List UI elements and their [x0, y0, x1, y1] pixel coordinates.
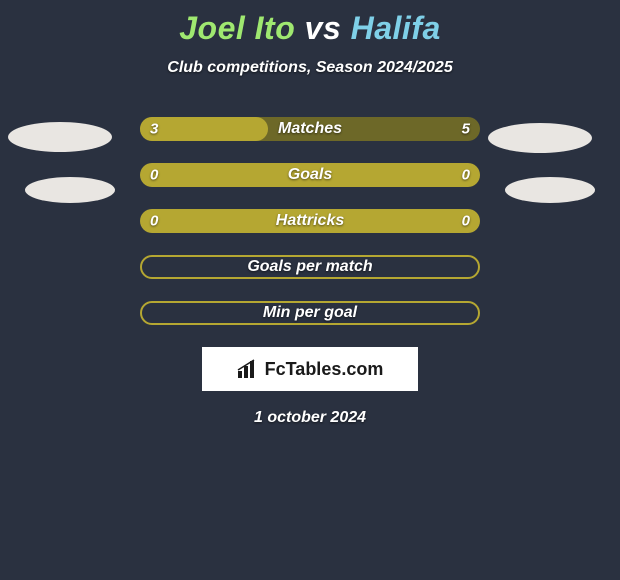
- stat-left-value: 3: [150, 121, 158, 138]
- stat-label: Min per goal: [263, 304, 357, 322]
- avatar-left-2: [25, 177, 115, 203]
- stat-row-goals-per-match: Goals per match: [140, 255, 480, 279]
- stat-label: Goals: [288, 166, 332, 184]
- stat-right-value: 0: [462, 167, 470, 184]
- page-title: Joel Ito vs Halifa: [0, 0, 620, 47]
- stat-right-value: 5: [462, 121, 470, 138]
- avatar-right-2: [505, 177, 595, 203]
- player1-name: Joel Ito: [179, 10, 295, 46]
- stat-row-min-per-goal: Min per goal: [140, 301, 480, 325]
- player2-name: Halifa: [351, 10, 441, 46]
- avatar-left-1: [8, 122, 112, 152]
- stat-label: Matches: [278, 120, 342, 138]
- stat-row-matches: Matches 3 5: [140, 117, 480, 141]
- bars-icon: [237, 359, 261, 379]
- date-line: 1 october 2024: [0, 409, 620, 427]
- subtitle: Club competitions, Season 2024/2025: [0, 59, 620, 77]
- logo-text: FcTables.com: [265, 359, 384, 380]
- bar-left-fill: [140, 117, 268, 141]
- stat-left-value: 0: [150, 213, 158, 230]
- stat-row-hattricks: Hattricks 0 0: [140, 209, 480, 233]
- stat-right-value: 0: [462, 213, 470, 230]
- stat-row-goals: Goals 0 0: [140, 163, 480, 187]
- vs-text: vs: [295, 10, 350, 46]
- stat-left-value: 0: [150, 167, 158, 184]
- avatar-right-1: [488, 123, 592, 153]
- logo-box: FcTables.com: [202, 347, 418, 391]
- stat-label: Hattricks: [276, 212, 344, 230]
- stat-label: Goals per match: [247, 258, 372, 276]
